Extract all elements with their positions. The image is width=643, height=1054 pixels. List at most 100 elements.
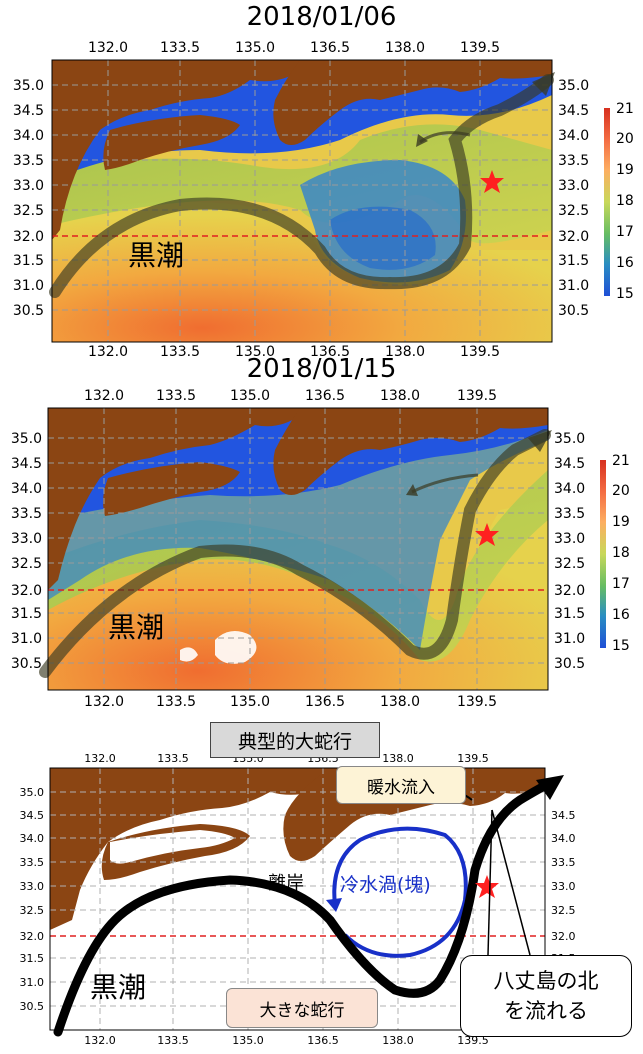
- svg-text:31.0: 31.0: [11, 631, 42, 647]
- panel3-hachijo-star-icon: [475, 875, 499, 898]
- hachijo-callout-line2: を流れる: [504, 999, 588, 1023]
- svg-text:34.5: 34.5: [554, 456, 585, 472]
- svg-text:136.5: 136.5: [310, 344, 350, 360]
- panel3-coast-label: 離岸: [268, 873, 304, 894]
- svg-text:30.5: 30.5: [554, 656, 585, 672]
- svg-text:34.0: 34.0: [13, 128, 44, 144]
- panel1-colorbar: 21 20 19 18 17 16 15: [604, 101, 634, 302]
- svg-text:138.0: 138.0: [385, 40, 425, 56]
- panel2-lon-ticks-top: 132.0 133.5 135.0 136.5 138.0 139.5: [84, 388, 497, 404]
- svg-text:33.5: 33.5: [558, 153, 589, 169]
- panel1-lat-ticks-right: 35.0 34.5 34.0 33.5 33.0 32.5 32.0 31.5 …: [558, 78, 589, 319]
- svg-text:17: 17: [616, 224, 634, 240]
- svg-text:32.5: 32.5: [13, 203, 44, 219]
- svg-text:34.5: 34.5: [558, 103, 589, 119]
- svg-text:33.0: 33.0: [20, 880, 45, 893]
- svg-text:35.0: 35.0: [20, 786, 45, 799]
- svg-text:135.0: 135.0: [230, 694, 270, 710]
- svg-text:19: 19: [616, 162, 634, 178]
- hachijo-callout: 八丈島の北 を流れる: [460, 955, 632, 1037]
- svg-text:16: 16: [612, 607, 630, 623]
- svg-text:133.5: 133.5: [156, 694, 196, 710]
- svg-text:18: 18: [612, 545, 630, 561]
- panel3-eddy-arrowhead: [326, 898, 342, 912]
- svg-text:33.5: 33.5: [13, 153, 44, 169]
- svg-text:33.5: 33.5: [554, 506, 585, 522]
- panel3-kuroshio-label: 黒潮: [90, 971, 146, 1004]
- panel2-kuroshio-label: 黒潮: [108, 611, 164, 644]
- svg-text:31.0: 31.0: [13, 278, 44, 294]
- panel1-lon-ticks-top: 132.0 133.5 135.0 136.5 138.0 139.5: [88, 40, 500, 56]
- svg-text:34.0: 34.0: [11, 481, 42, 497]
- svg-text:33.5: 33.5: [11, 506, 42, 522]
- svg-text:135.0: 135.0: [235, 40, 275, 56]
- svg-text:33.5: 33.5: [551, 856, 576, 869]
- svg-text:20: 20: [612, 483, 630, 499]
- svg-text:32.0: 32.0: [558, 229, 589, 245]
- svg-text:34.5: 34.5: [20, 809, 45, 822]
- warm-inflow-callout: 暖水流入: [336, 766, 466, 804]
- svg-text:31.5: 31.5: [20, 952, 45, 965]
- svg-text:33.5: 33.5: [20, 856, 45, 869]
- svg-text:132.0: 132.0: [84, 388, 124, 404]
- svg-text:31.5: 31.5: [554, 606, 585, 622]
- svg-text:17: 17: [612, 576, 630, 592]
- svg-text:139.5: 139.5: [460, 40, 500, 56]
- svg-text:30.5: 30.5: [20, 1000, 45, 1013]
- panel3-eddy-label: 冷水渦(塊): [340, 874, 431, 896]
- svg-text:32.0: 32.0: [13, 229, 44, 245]
- svg-text:138.0: 138.0: [382, 1034, 414, 1047]
- svg-text:133.5: 133.5: [156, 388, 196, 404]
- svg-text:34.5: 34.5: [551, 809, 576, 822]
- svg-text:35.0: 35.0: [11, 431, 42, 447]
- panel2-lat-ticks-left: 35.0 34.5 34.0 33.5 33.0 32.5 32.0 31.5 …: [11, 431, 42, 672]
- svg-text:138.0: 138.0: [380, 694, 420, 710]
- svg-text:138.0: 138.0: [385, 344, 425, 360]
- svg-text:138.0: 138.0: [382, 752, 414, 765]
- svg-text:30.5: 30.5: [558, 303, 589, 319]
- svg-text:138.0: 138.0: [380, 388, 420, 404]
- svg-text:133.5: 133.5: [160, 40, 200, 56]
- svg-text:18: 18: [616, 193, 634, 209]
- large-meander-callout: 大きな蛇行: [226, 988, 378, 1028]
- svg-text:32.5: 32.5: [20, 904, 45, 917]
- svg-text:135.0: 135.0: [235, 344, 275, 360]
- svg-text:33.0: 33.0: [551, 880, 576, 893]
- svg-text:32.0: 32.0: [20, 930, 45, 943]
- svg-text:32.0: 32.0: [554, 583, 585, 599]
- svg-text:32.0: 32.0: [11, 583, 42, 599]
- svg-text:32.5: 32.5: [551, 904, 576, 917]
- svg-text:34.5: 34.5: [11, 456, 42, 472]
- svg-text:20: 20: [616, 131, 634, 147]
- svg-text:33.0: 33.0: [554, 531, 585, 547]
- svg-text:33.0: 33.0: [558, 178, 589, 194]
- svg-text:30.5: 30.5: [11, 656, 42, 672]
- panel3-lat-ticks-left: 35.0 34.5 34.0 33.5 33.0 32.5 32.0 31.5 …: [20, 786, 45, 1013]
- svg-text:132.0: 132.0: [84, 694, 124, 710]
- svg-text:135.0: 135.0: [230, 388, 270, 404]
- panel1-map: 黒潮: [49, 59, 555, 343]
- svg-text:31.0: 31.0: [20, 976, 45, 989]
- svg-text:35.0: 35.0: [554, 431, 585, 447]
- svg-text:32.5: 32.5: [554, 556, 585, 572]
- panel3-map: 黒潮 離岸 冷水渦(塊): [49, 767, 564, 1037]
- panel2-colorbar: 21 20 19 18 17 16 15: [600, 453, 630, 654]
- svg-text:34.5: 34.5: [13, 103, 44, 119]
- panel3-path-arrowhead: [536, 775, 564, 800]
- svg-text:133.5: 133.5: [160, 344, 200, 360]
- svg-text:21: 21: [612, 453, 630, 469]
- svg-text:33.0: 33.0: [13, 178, 44, 194]
- svg-text:31.0: 31.0: [554, 631, 585, 647]
- panel1-hachijo-star-icon: [480, 170, 504, 193]
- svg-text:19: 19: [612, 514, 630, 530]
- panel1-path-arrowhead: [532, 72, 555, 96]
- panel1-lat-ticks-left: 35.0 34.5 34.0 33.5 33.0 32.5 32.0 31.5 …: [13, 78, 44, 319]
- svg-text:35.0: 35.0: [558, 78, 589, 94]
- svg-text:34.0: 34.0: [551, 832, 576, 845]
- svg-text:21: 21: [616, 101, 634, 117]
- panel2-hachijo-star-icon: [475, 523, 499, 546]
- panel2-kuroshio-path: [39, 429, 551, 678]
- panel3-cold-eddy-loop: [332, 826, 468, 958]
- svg-text:32.5: 32.5: [11, 556, 42, 572]
